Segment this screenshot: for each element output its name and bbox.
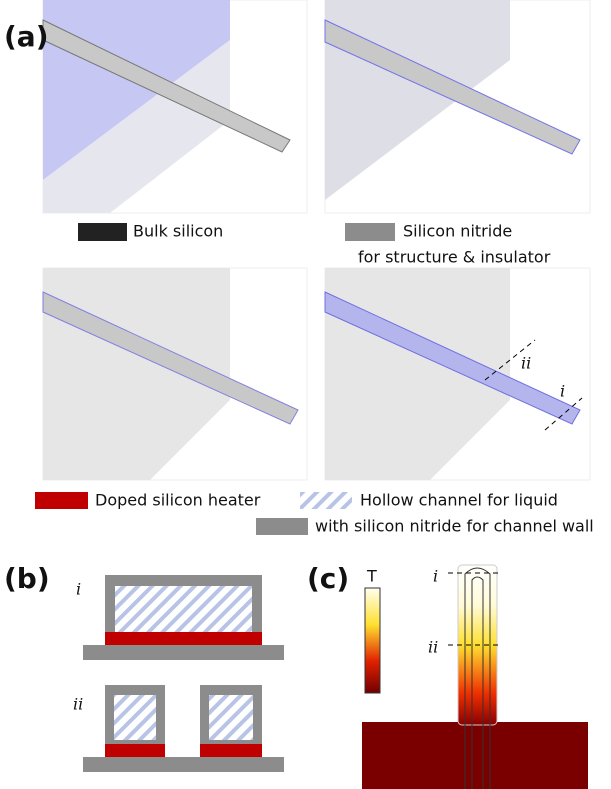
cross-section-ii [83,685,284,772]
section-label: ii [428,638,438,657]
panel-label: (a) [4,20,49,53]
section-label: i [76,580,81,599]
legend-label: Doped silicon heater [95,491,261,510]
swatch-silicon [78,223,127,241]
panel-label: (b) [4,562,50,595]
thermal-map [362,565,588,789]
swatch-channel [300,492,352,509]
legend-label: Hollow channel for liquid [360,491,558,510]
colorbar-label: T [366,567,377,586]
page: (a) ii i Bulk silicon Silicon nitride fo… [0,0,611,789]
swatch-nitride [345,223,395,241]
swatch-wall [256,518,308,535]
cut-label: i [560,382,565,401]
legend-label: with silicon nitride for channel wall [315,517,594,536]
swatch-heater [35,492,88,509]
section-label: ii [73,695,83,714]
section-label: i [433,567,438,586]
legend-label: Bulk silicon [133,222,223,241]
cross-section-i [83,575,284,660]
panel-label: (c) [307,562,349,595]
figure: (a) ii i Bulk silicon Silicon nitride fo… [0,0,611,789]
legend-label: Silicon nitride [403,222,512,241]
cut-label: ii [521,354,531,373]
colorbar [365,588,380,693]
legend-label: for structure & insulator [358,248,551,267]
